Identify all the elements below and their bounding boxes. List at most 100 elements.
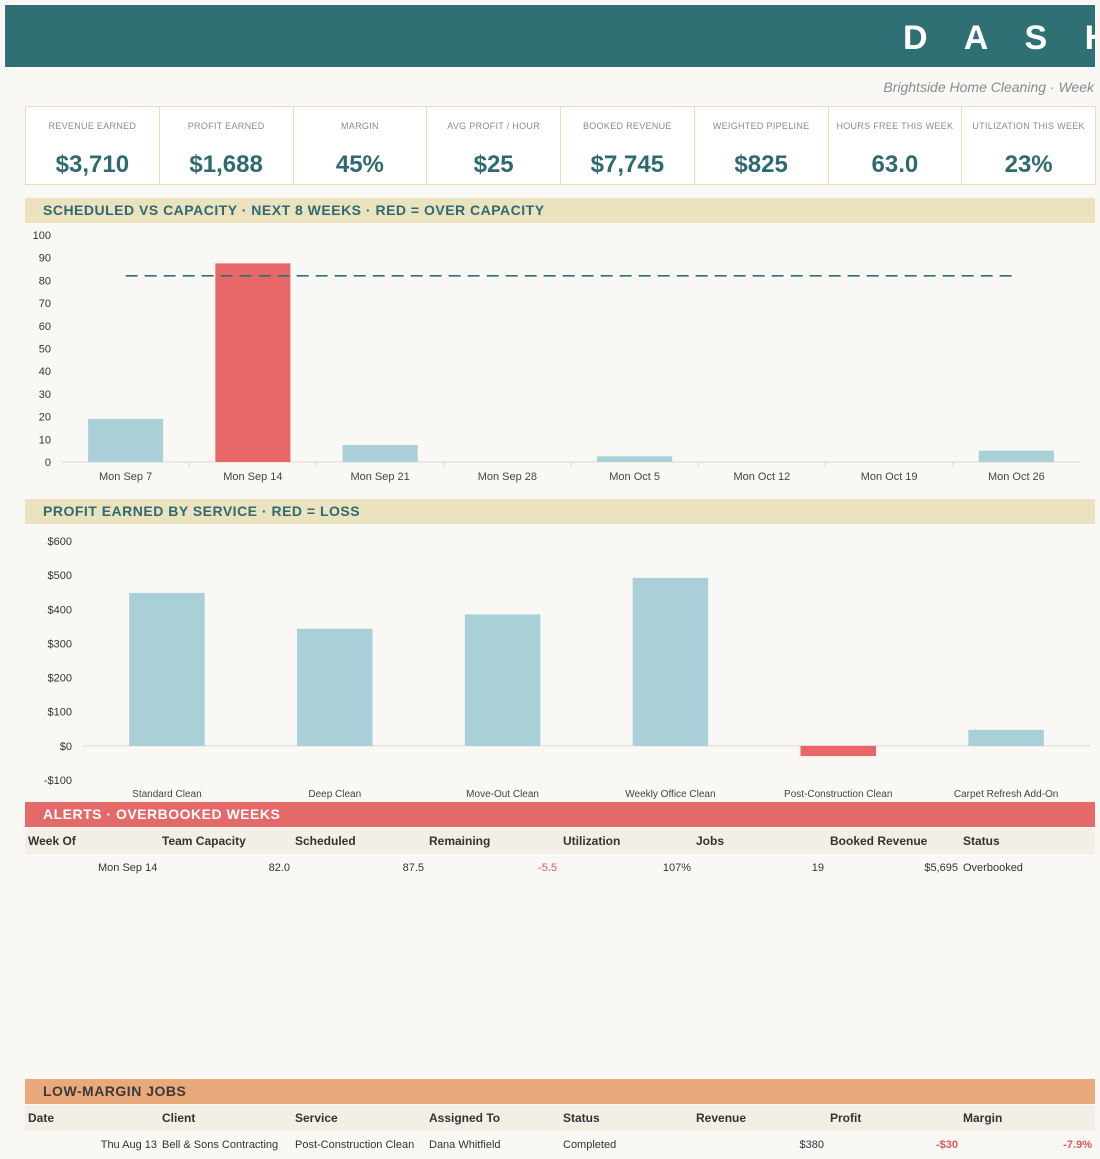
kpi-avg-profit-hour[interactable]: AVG PROFIT / HOUR $25 <box>426 106 561 185</box>
cell-week: Mon Sep 14 <box>98 862 158 874</box>
kpi-label: BOOKED REVENUE <box>583 121 672 131</box>
kpi-hours-free[interactable]: HOURS FREE THIS WEEK 63.0 <box>827 106 963 185</box>
kpi-value: $1,688 <box>189 151 263 178</box>
profit-bar[interactable] <box>129 592 205 746</box>
x-tick-label: Mon Oct 5 <box>609 471 660 483</box>
col-scheduled[interactable]: Scheduled <box>295 834 356 848</box>
kpi-revenue-earned[interactable]: REVENUE EARNED $3,710 <box>25 106 160 185</box>
table-row[interactable]: Mon Sep 14 82.0 87.5 -5.5 107% 19 $5,695… <box>25 854 1095 882</box>
col-booked-revenue[interactable]: Booked Revenue <box>830 834 928 848</box>
cell-status: Overbooked <box>963 862 1023 874</box>
kpi-profit-earned[interactable]: PROFIT EARNED $1,688 <box>158 106 294 185</box>
low-margin-table: Date Client Service Assigned To Status R… <box>25 1105 1095 1159</box>
x-tick-label: Mon Oct 12 <box>733 471 790 483</box>
col-jobs[interactable]: Jobs <box>696 834 725 848</box>
kpi-utilization[interactable]: UTILIZATION THIS WEEK 23% <box>961 106 1096 185</box>
alerts-section-header: ALERTS · OVERBOOKED WEEKS <box>25 802 1095 827</box>
x-tick-label: Mon Oct 26 <box>988 471 1045 483</box>
y-tick-label: $500 <box>48 570 72 582</box>
cell-date: Thu Aug 13 <box>100 1139 157 1151</box>
profit-bar[interactable] <box>632 577 709 746</box>
y-tick-label: 30 <box>39 389 51 401</box>
y-tick-label: 20 <box>39 412 51 424</box>
kpi-label: REVENUE EARNED <box>48 121 137 131</box>
cell-assigned-to: Dana Whitfield <box>429 1139 501 1151</box>
cell-booked-revenue: $5,695 <box>924 862 958 874</box>
col-profit[interactable]: Profit <box>830 1111 862 1125</box>
capacity-bar[interactable] <box>978 450 1054 462</box>
capacity-bar[interactable] <box>597 456 673 462</box>
kpi-weighted-pipeline[interactable]: WEIGHTED PIPELINE $825 <box>693 106 829 185</box>
alerts-table: Week Of Team Capacity Scheduled Remainin… <box>25 828 1095 882</box>
y-tick-label: $600 <box>48 536 72 548</box>
x-tick-label: Weekly Office Clean <box>625 789 715 800</box>
x-tick-label: Carpet Refresh Add-On <box>954 789 1059 800</box>
capacity-bar[interactable] <box>88 418 164 462</box>
dashboard-banner: D A S H B O A <box>5 5 1095 67</box>
capacity-chart: 0 10 20 30 40 50 60 70 80 90 100 Mon Sep 7 Mon Sep 1… <box>33 230 1080 483</box>
col-status[interactable]: Status <box>963 834 1000 848</box>
cell-remaining: -5.5 <box>538 862 557 874</box>
col-date[interactable]: Date <box>28 1111 55 1125</box>
y-tick-label: 60 <box>39 321 51 333</box>
kpi-value: $7,745 <box>590 151 665 178</box>
y-tick-label: 0 <box>45 457 51 469</box>
kpi-value: 23% <box>1004 151 1053 178</box>
col-team-capacity[interactable]: Team Capacity <box>162 834 246 848</box>
y-tick-label: 90 <box>39 253 51 265</box>
cell-jobs: 19 <box>811 862 824 874</box>
kpi-margin[interactable]: MARGIN 45% <box>292 106 428 185</box>
cell-capacity: 82.0 <box>268 862 290 874</box>
x-tick-label: Standard Clean <box>132 789 202 800</box>
profit-by-service-chart: -$100 $0 $100 $200 $300 $400 $500 $600 Standard … <box>44 536 1090 800</box>
col-service[interactable]: Service <box>295 1111 338 1125</box>
col-client[interactable]: Client <box>162 1111 196 1125</box>
cell-status: Completed <box>563 1139 617 1151</box>
x-tick-label: Mon Sep 14 <box>223 471 282 483</box>
col-margin[interactable]: Margin <box>963 1111 1003 1125</box>
y-tick-label: 70 <box>39 298 51 310</box>
y-tick-label: $200 <box>48 673 72 685</box>
kpi-booked-revenue[interactable]: BOOKED REVENUE $7,745 <box>560 106 695 185</box>
profit-bar[interactable] <box>800 745 877 757</box>
profit-bar[interactable] <box>464 614 541 746</box>
cell-utilization: 107% <box>662 862 691 874</box>
kpi-label: PROFIT EARNED <box>187 121 265 131</box>
kpi-value: 63.0 <box>871 151 919 178</box>
col-status[interactable]: Status <box>563 1111 600 1125</box>
kpi-value: $3,710 <box>55 151 130 178</box>
low-margin-table-header: Date Client Service Assigned To Status R… <box>25 1105 1095 1131</box>
x-tick-label: Mon Sep 21 <box>350 471 409 483</box>
kpi-label: AVG PROFIT / HOUR <box>447 121 541 131</box>
kpi-value: $825 <box>734 151 788 178</box>
y-tick-label: 80 <box>39 275 51 287</box>
cell-margin: -7.9% <box>1063 1139 1092 1151</box>
cell-client: Bell & Sons Contracting <box>162 1139 279 1151</box>
cell-scheduled: 87.5 <box>402 862 424 874</box>
kpi-label: HOURS FREE THIS WEEK <box>836 121 954 131</box>
y-tick-label: 50 <box>39 344 51 356</box>
kpi-value: 45% <box>335 151 384 178</box>
col-revenue[interactable]: Revenue <box>696 1111 747 1125</box>
low-margin-section-header: LOW-MARGIN JOBS <box>25 1079 1095 1104</box>
profit-section-header: PROFIT EARNED BY SERVICE · RED = LOSS <box>25 499 1095 524</box>
col-assigned-to[interactable]: Assigned To <box>429 1111 501 1125</box>
alerts-table-header: Week Of Team Capacity Scheduled Remainin… <box>25 828 1095 854</box>
capacity-bar[interactable] <box>342 444 418 462</box>
x-tick-label: Post-Construction Clean <box>784 789 892 800</box>
profit-bar[interactable] <box>296 628 373 746</box>
dashboard-subtitle: Brightside Home Cleaning · Week <box>883 79 1094 95</box>
dashboard-title: D A S H B O A <box>903 19 1095 57</box>
x-tick-label: Mon Sep 7 <box>99 471 152 483</box>
col-remaining[interactable]: Remaining <box>429 834 491 848</box>
kpi-row: REVENUE EARNED $3,710 PROFIT EARNED $1,688… <box>25 106 1096 185</box>
col-utilization[interactable]: Utilization <box>563 834 621 848</box>
y-tick-label: -$100 <box>44 775 72 787</box>
y-tick-label: $300 <box>48 638 72 650</box>
col-week-of[interactable]: Week Of <box>28 834 76 848</box>
capacity-bar[interactable] <box>215 263 291 462</box>
kpi-label: MARGIN <box>340 121 379 131</box>
table-row[interactable]: Thu Aug 13 Bell & Sons Contracting Post-… <box>25 1131 1095 1159</box>
y-tick-label: $0 <box>60 741 72 753</box>
profit-bar[interactable] <box>968 729 1044 746</box>
